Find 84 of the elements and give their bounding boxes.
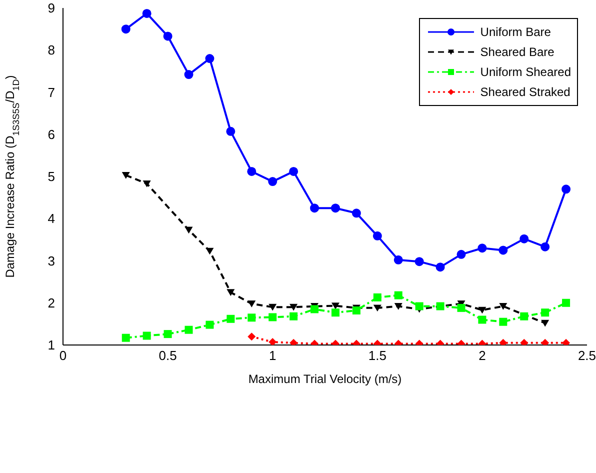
point — [310, 204, 320, 213]
x-tick-label: 2 — [478, 348, 486, 364]
point — [248, 314, 256, 322]
point — [562, 184, 571, 194]
point — [498, 246, 508, 255]
x-tick-label: 0.5 — [158, 348, 177, 364]
point — [499, 338, 508, 345]
point — [248, 300, 256, 308]
point — [352, 306, 360, 314]
point — [184, 70, 194, 80]
point — [206, 248, 214, 255]
point — [330, 204, 340, 213]
point — [142, 180, 151, 188]
point — [290, 338, 298, 345]
point — [373, 293, 382, 302]
point — [248, 332, 256, 341]
point — [457, 304, 466, 312]
point — [268, 338, 277, 345]
point — [122, 172, 130, 179]
point — [520, 234, 529, 244]
x-tick-label: 1 — [268, 348, 276, 364]
y-tick-label: 7 — [48, 84, 55, 100]
x-axis-title: Maximum Trial Velocity (m/s) — [248, 372, 402, 386]
y-tick-label: 8 — [48, 42, 55, 58]
point — [541, 338, 550, 345]
point — [394, 303, 402, 310]
point — [415, 302, 424, 310]
point — [436, 262, 445, 272]
point — [541, 320, 550, 327]
point — [331, 302, 340, 310]
y-tick-label: 9 — [48, 0, 55, 16]
point — [562, 298, 570, 307]
point — [226, 289, 235, 296]
point — [268, 304, 277, 311]
point — [520, 338, 528, 345]
point — [205, 54, 214, 64]
point — [290, 304, 298, 311]
point — [122, 334, 130, 342]
point — [206, 320, 214, 329]
point — [478, 316, 486, 324]
point — [373, 304, 382, 312]
x-tick-label: 2.5 — [578, 348, 596, 364]
point — [394, 291, 402, 300]
point — [540, 242, 550, 252]
y-tick-label: 1 — [48, 338, 55, 353]
point — [226, 126, 236, 136]
y-tick-label: 3 — [48, 253, 55, 268]
point — [478, 306, 486, 314]
point — [352, 208, 361, 218]
y-tick-label: 5 — [48, 169, 55, 184]
point — [541, 308, 550, 317]
point — [290, 312, 298, 320]
legend-label: Uniform Sheared — [480, 65, 571, 79]
legend-label: Sheared Bare — [480, 45, 554, 59]
legend-label: Sheared Straked — [480, 85, 570, 99]
point — [456, 250, 466, 259]
point — [372, 231, 382, 240]
point — [562, 338, 570, 345]
point — [163, 32, 172, 41]
point — [478, 244, 487, 253]
point — [184, 226, 193, 234]
point — [226, 314, 235, 323]
point — [142, 8, 152, 18]
point — [289, 166, 298, 176]
point — [310, 305, 319, 314]
point — [184, 326, 193, 334]
point — [499, 303, 508, 310]
point — [142, 332, 151, 340]
x-tick-label: 0 — [59, 348, 67, 364]
x-tick-label: 1.5 — [368, 348, 386, 364]
point — [394, 255, 403, 264]
point — [414, 257, 424, 266]
point — [268, 313, 277, 322]
point — [499, 318, 508, 326]
y-tick-label: 2 — [48, 295, 55, 310]
point — [247, 166, 256, 176]
point — [164, 330, 172, 338]
point — [121, 24, 130, 34]
point — [268, 177, 278, 186]
y-tick-label: 4 — [48, 211, 55, 226]
point — [331, 308, 340, 317]
legend-label: Uniform Bare — [480, 25, 551, 39]
point — [520, 312, 528, 320]
y-tick-label: 6 — [48, 126, 55, 142]
